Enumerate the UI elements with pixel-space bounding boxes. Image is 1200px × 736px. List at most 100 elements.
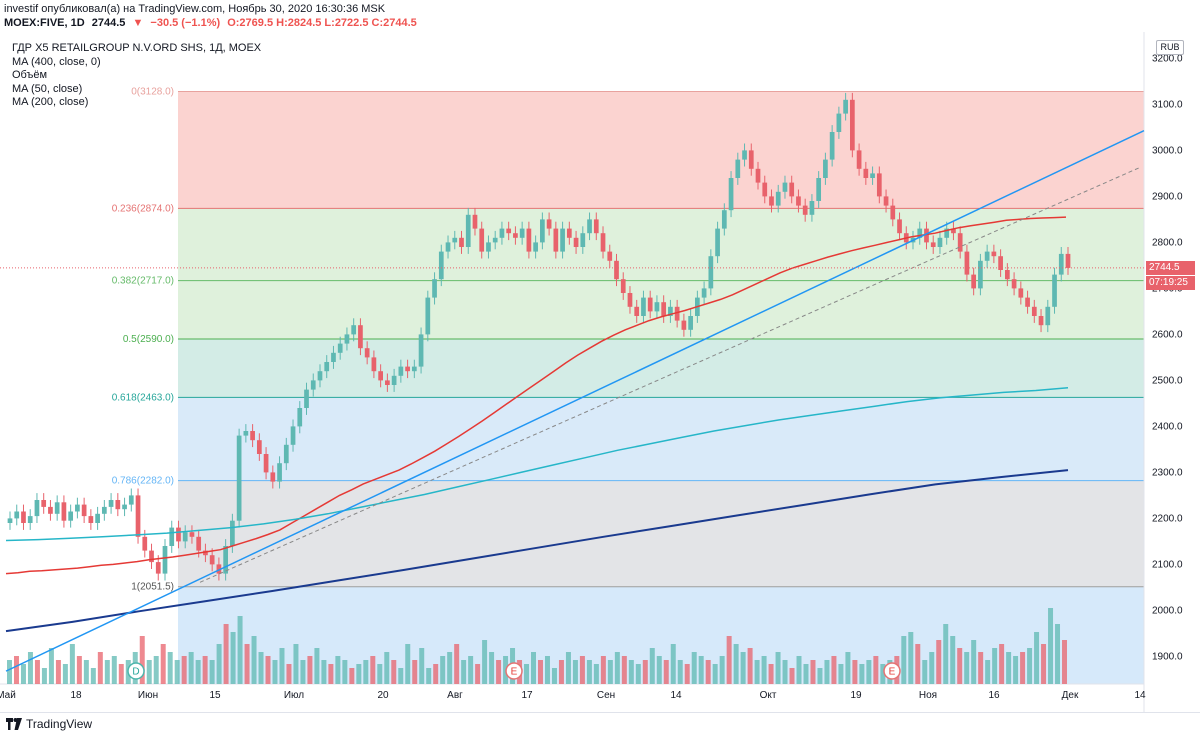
time-tick-label: Ноя xyxy=(919,690,937,701)
legend-title: ГДР X5 RETAILGROUP N.V.ORD SHS, 1Д, MOEX xyxy=(12,42,262,54)
candle-body xyxy=(634,306,640,316)
legend-item-volume[interactable]: Объём xyxy=(12,69,48,81)
tradingview-logo[interactable]: TradingView xyxy=(6,717,92,731)
volume-bar xyxy=(810,660,816,684)
volume-bar xyxy=(76,656,82,684)
candle-body xyxy=(438,251,444,280)
candle-body xyxy=(432,279,437,298)
volume-bar xyxy=(859,664,865,684)
volume-bar xyxy=(677,660,683,684)
volume-bar xyxy=(565,652,571,684)
trend-line-dashed[interactable] xyxy=(199,166,1141,583)
fib-zone xyxy=(178,397,1144,481)
chart-container[interactable]: 0(3128.0) 0.236(2874.0) 0.382(2717.0) 0.5(2… xyxy=(0,32,1200,712)
candle-body xyxy=(371,357,377,372)
volume-bar xyxy=(621,656,627,684)
volume-bar xyxy=(740,652,746,684)
volume-bar xyxy=(747,648,753,684)
volume-bar xyxy=(1041,644,1047,684)
volume-bar xyxy=(41,668,47,684)
candle-body xyxy=(236,435,242,521)
time-tick-label: 14 xyxy=(670,690,682,701)
candle-body xyxy=(486,242,491,252)
candle-body xyxy=(836,113,842,132)
candle-body xyxy=(782,182,788,192)
candle-body xyxy=(809,201,815,215)
volume-bar xyxy=(531,652,536,684)
volume-bar xyxy=(719,656,725,684)
price-chart[interactable]: 0(3128.0) 0.236(2874.0) 0.382(2717.0) 0.5(2… xyxy=(0,32,1200,712)
event-marker-label: E xyxy=(511,667,518,678)
volume-bar xyxy=(419,648,425,684)
candle-body xyxy=(769,196,774,206)
candle-body xyxy=(984,251,990,261)
candle-body xyxy=(27,516,33,523)
volume-bar xyxy=(13,656,19,684)
candle-body xyxy=(553,228,559,252)
volume-bar xyxy=(363,660,369,684)
countdown-tag: 07:19:25 xyxy=(1146,275,1195,290)
price-tick-label: 2900.0 xyxy=(1152,191,1183,202)
candle-body xyxy=(108,500,114,507)
volume-bar xyxy=(558,660,564,684)
volume-bar xyxy=(454,644,460,684)
time-tick-label: 15 xyxy=(209,690,221,701)
volume-bar xyxy=(538,660,543,684)
volume-bar xyxy=(579,656,585,684)
time-tick-label: Июн xyxy=(138,690,158,701)
candle-body xyxy=(155,562,161,574)
volume-bar xyxy=(181,656,187,684)
volume-bar xyxy=(496,660,502,684)
volume-bar xyxy=(139,636,145,684)
event-marker[interactable] xyxy=(127,662,145,680)
volume-bar xyxy=(55,660,61,684)
volume-bar xyxy=(936,640,942,684)
volume-bar xyxy=(279,648,285,684)
candle-body xyxy=(337,343,343,353)
candle-body xyxy=(304,389,309,408)
candle-body xyxy=(863,168,869,178)
candle-body xyxy=(721,210,727,229)
brand-label: TradingView xyxy=(26,717,93,731)
volume-bar xyxy=(447,652,453,684)
candle-body xyxy=(411,366,417,372)
candle-body xyxy=(708,256,714,289)
legend-item-ma200[interactable]: MA (200, close) xyxy=(12,96,89,108)
volume-bar xyxy=(153,656,159,684)
volume-bar xyxy=(391,660,397,684)
candle-body xyxy=(533,242,538,252)
candle-body xyxy=(465,214,471,247)
candle-body xyxy=(122,504,127,510)
volume-bar xyxy=(202,656,208,684)
legend-item-ma50[interactable]: MA (50, close) xyxy=(12,82,83,95)
volume-bar xyxy=(726,636,732,684)
trend-line[interactable] xyxy=(5,129,1145,672)
volume-bar xyxy=(328,664,334,684)
candle-body xyxy=(48,506,53,514)
candle-body xyxy=(405,366,410,372)
event-marker[interactable] xyxy=(883,662,901,680)
currency-badge[interactable]: RUB xyxy=(1156,40,1184,55)
candle-body xyxy=(331,352,336,362)
volume-bar xyxy=(922,660,928,684)
candle-body xyxy=(263,454,269,473)
volume-bar xyxy=(342,660,348,684)
volume-bar xyxy=(111,656,117,684)
candle-body xyxy=(1038,316,1044,326)
candle-body xyxy=(924,228,929,243)
volume-bar xyxy=(768,664,774,684)
candle-body xyxy=(978,260,983,289)
candle-body xyxy=(88,516,94,523)
volume-bar xyxy=(761,656,767,684)
candle-body xyxy=(243,431,249,436)
event-marker[interactable] xyxy=(505,662,523,680)
volume-bar xyxy=(824,660,830,684)
candle-body xyxy=(182,532,188,542)
fib-zone xyxy=(178,339,1144,398)
fib-level-label: 0.618(2463.0) xyxy=(112,392,174,403)
time-tick-label: 18 xyxy=(70,690,82,701)
volume-bar xyxy=(915,644,921,684)
candle-body xyxy=(513,233,518,238)
legend-item-ma400[interactable]: MA (400, close, 0) xyxy=(12,55,101,68)
volume-bar xyxy=(69,644,75,684)
